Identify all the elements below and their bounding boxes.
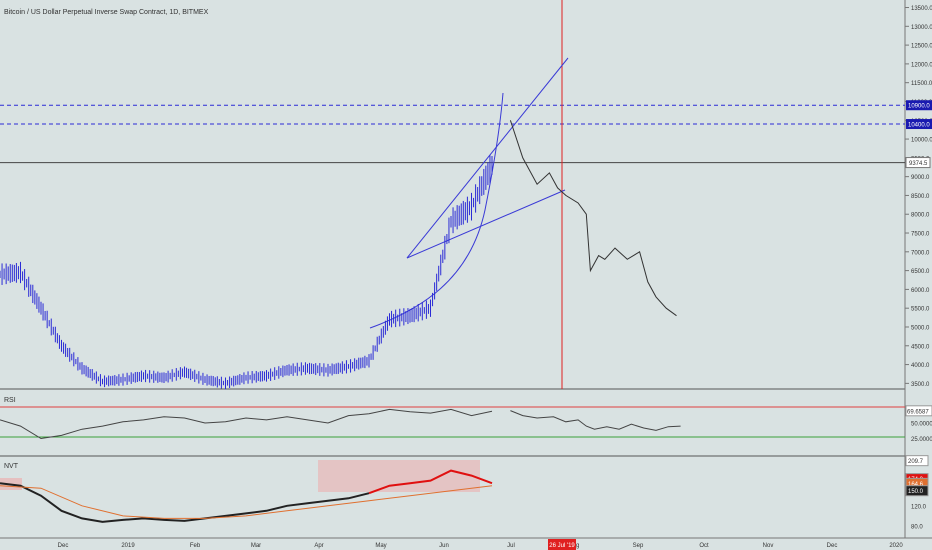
x-tick-label: Apr bbox=[314, 543, 323, 549]
price-tick-label: 6000.0 bbox=[911, 288, 930, 294]
price-tick-label: 5000.0 bbox=[911, 325, 930, 331]
nvt-line bbox=[0, 482, 370, 523]
rsi-value-badge bbox=[905, 405, 932, 417]
price-levels: 10900.0 10400.0 9374.5 bbox=[0, 100, 932, 169]
nvt-value-badge bbox=[905, 455, 929, 467]
wedge-upper-trendline[interactable] bbox=[406, 57, 569, 259]
rsi-line bbox=[0, 408, 493, 440]
chart-title: Bitcoin / US Dollar Perpetual Inverse Sw… bbox=[4, 9, 209, 16]
wedge-lower-trendline[interactable] bbox=[406, 189, 566, 259]
nvt-tick-label: 80.0 bbox=[911, 524, 923, 530]
price-tick-label: 10000.0 bbox=[911, 138, 932, 144]
dashed-level-label: 10900.0 bbox=[908, 104, 930, 110]
nvt-label: NVT bbox=[4, 463, 19, 470]
x-tick-label: Feb bbox=[190, 543, 201, 549]
rsi-lines bbox=[0, 408, 681, 440]
price-projection bbox=[509, 120, 677, 317]
price-tick-label: 12000.0 bbox=[911, 62, 932, 68]
nvt-tick-label: 209.7 bbox=[908, 459, 924, 465]
price-tick-label: 12500.0 bbox=[911, 44, 932, 50]
price-tick-label: 8000.0 bbox=[911, 213, 930, 219]
nvt-highlight-right bbox=[318, 460, 480, 492]
x-tick-label: Jul bbox=[507, 543, 515, 549]
price-bars bbox=[0, 155, 493, 390]
rsi-tick-label: 25.0000 bbox=[911, 437, 932, 443]
x-tick-label: Dec bbox=[827, 543, 838, 549]
price-tick-label: 13000.0 bbox=[911, 25, 932, 31]
x-tick-label: Oct bbox=[699, 543, 709, 549]
x-tick-label: Sep bbox=[633, 543, 644, 549]
x-tick-label: 2020 bbox=[889, 543, 903, 549]
nvt-line-red bbox=[368, 469, 493, 495]
x-tick-label: Jun bbox=[439, 543, 449, 549]
nvt-tick-label: 164.6 bbox=[908, 482, 924, 488]
price-tick-label: 6500.0 bbox=[911, 269, 930, 275]
dashed-level-badge bbox=[906, 100, 932, 111]
price-tick-label: 4500.0 bbox=[911, 344, 930, 350]
x-tick-label: May bbox=[375, 543, 386, 549]
price-projection-line bbox=[509, 120, 677, 317]
rsi-value-label: 69.6587 bbox=[907, 409, 929, 415]
price-tick-label: 7500.0 bbox=[911, 232, 930, 238]
x-tick-label: 2019 bbox=[121, 543, 135, 549]
price-tick-label: 11500.0 bbox=[911, 81, 932, 87]
price-tick-label: 13500.0 bbox=[911, 6, 932, 12]
price-tick-label: 3500.0 bbox=[911, 382, 930, 388]
nvt-ma-line bbox=[0, 485, 493, 519]
last-price-badge bbox=[905, 157, 931, 169]
price-tick-label: 7000.0 bbox=[911, 250, 930, 256]
rsi-tick-label: 50.0000 bbox=[911, 422, 932, 428]
nvt-tick-label: 150.0 bbox=[908, 489, 924, 495]
x-tick-label: Mar bbox=[251, 543, 261, 549]
nvt-lines bbox=[0, 469, 493, 523]
rsi-projection-line bbox=[510, 410, 681, 431]
nvt-tick-label: 120.0 bbox=[911, 504, 927, 510]
x-tick-label: Dec bbox=[58, 543, 69, 549]
date-marker-label: 26 Jul '19 bbox=[549, 543, 575, 549]
x-axis: Dec2019FebMarAprMayJunJulAugSepOctNovDec… bbox=[58, 539, 903, 550]
last-price-label: 9374.5 bbox=[909, 161, 928, 167]
nvt-value-badge bbox=[905, 485, 929, 497]
price-tick-label: 4000.0 bbox=[911, 363, 930, 369]
x-tick-label: Nov bbox=[763, 543, 774, 549]
price-tick-label: 9000.0 bbox=[911, 175, 930, 181]
rsi-label: RSI bbox=[4, 397, 16, 404]
date-marker-badge bbox=[548, 539, 576, 550]
price-tick-label: 8500.0 bbox=[911, 194, 930, 200]
dashed-level-badge bbox=[906, 119, 932, 130]
dashed-level-label: 10400.0 bbox=[908, 123, 930, 129]
rsi-axis: 50.0000 25.0000 69.6587 bbox=[905, 405, 932, 443]
price-tick-label: 5500.0 bbox=[911, 307, 930, 313]
